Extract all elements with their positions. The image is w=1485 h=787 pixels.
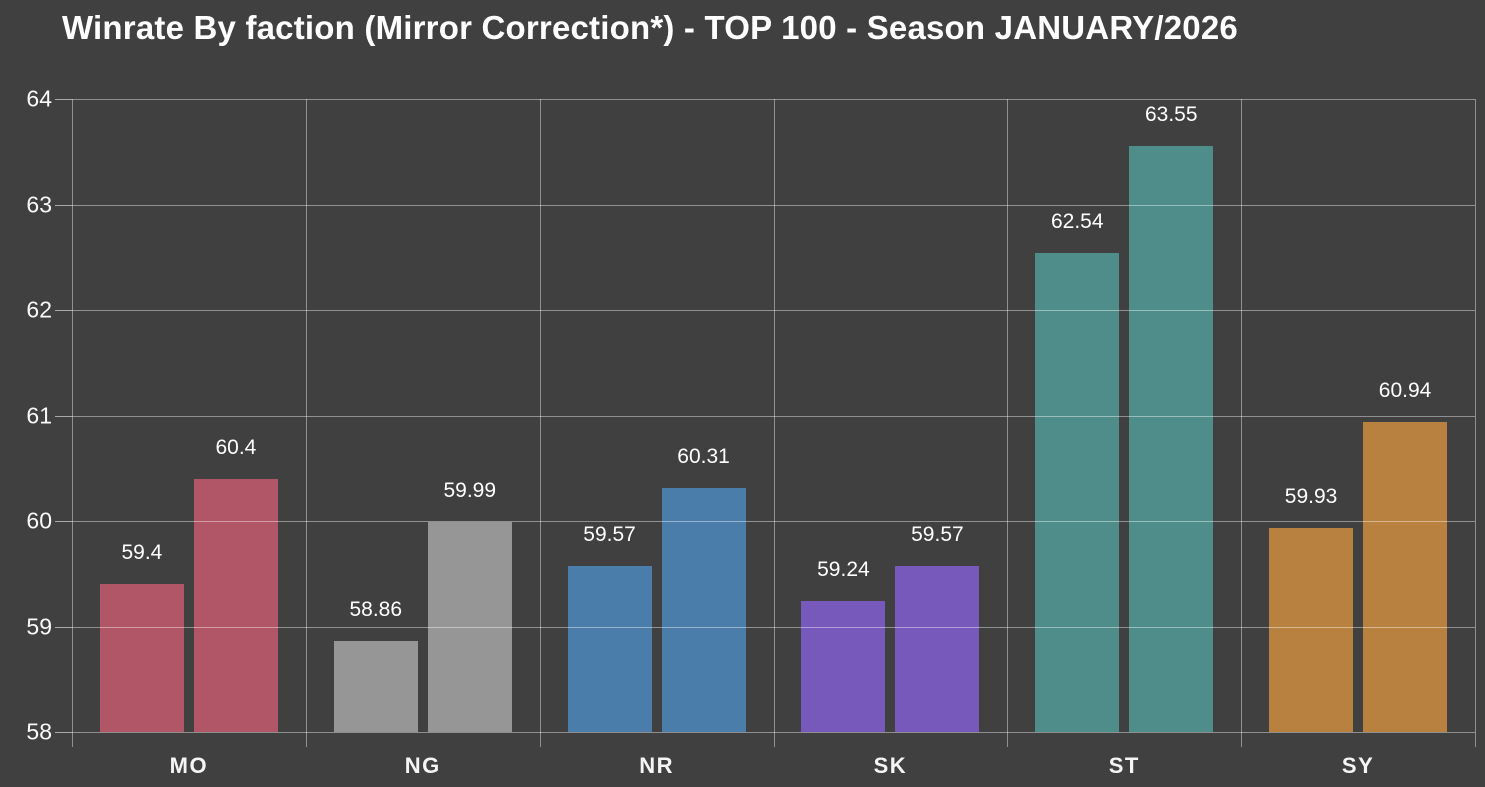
y-tick-mark-59	[55, 626, 72, 628]
bar-NR-1	[567, 566, 652, 732]
bar-value-label-SK-1: 59.24	[817, 558, 870, 582]
gridline-y-58	[72, 732, 1475, 733]
y-tick-mark-63	[55, 204, 72, 206]
gridline-y-62	[72, 310, 1475, 311]
y-tick-mark-62	[55, 310, 72, 311]
x-tick-label-MO: MO	[169, 753, 209, 778]
bar-SY-2	[1363, 421, 1448, 732]
x-tick-label-NG: NG	[404, 753, 441, 778]
x-tick-label-ST: ST	[1108, 753, 1140, 778]
bar-value-label-NR-2: 60.31	[677, 445, 730, 469]
bar-ST-1	[1035, 253, 1120, 732]
bar-MO-1	[99, 584, 184, 732]
y-tick-label-64: 64	[26, 85, 52, 112]
gridline-x-3	[773, 99, 775, 747]
y-tick-mark-64	[55, 99, 72, 100]
gridline-y-61	[72, 415, 1475, 417]
x-tick-label-SK: SK	[873, 753, 908, 778]
y-tick-label-60: 60	[26, 507, 52, 534]
bar-SY-1	[1269, 528, 1354, 732]
bar-value-label-ST-1: 62.54	[1050, 210, 1104, 234]
gridline-y-59	[72, 626, 1475, 628]
bar-value-label-SY-2: 60.94	[1378, 378, 1432, 402]
bar-value-label-NR-1: 59.57	[583, 523, 636, 547]
y-tick-label-59: 59	[26, 613, 52, 639]
bar-MO-2	[193, 478, 278, 732]
bar-ST-2	[1129, 146, 1214, 732]
y-tick-mark-60	[55, 521, 72, 522]
bar-value-label-MO-2: 60.4	[215, 435, 257, 459]
y-tick-label-62: 62	[26, 296, 52, 323]
bar-NG-1	[333, 641, 418, 732]
bar-value-label-NG-2: 59.99	[443, 479, 497, 503]
y-tick-label-63: 63	[26, 191, 52, 217]
gridline-x-2	[539, 99, 541, 747]
bar-value-label-NG-1: 58.86	[349, 598, 403, 622]
y-axis-line	[72, 99, 73, 747]
bar-value-label-SY-1: 59.93	[1284, 485, 1338, 509]
y-tick-mark-58	[55, 732, 72, 733]
y-tick-mark-61	[55, 415, 72, 417]
chart-title: Winrate By faction (Mirror Correction*) …	[62, 9, 1238, 46]
bar-value-label-SK-2: 59.57	[911, 523, 964, 547]
bar-NR-2	[661, 488, 746, 732]
x-tick-label-SY: SY	[1341, 753, 1375, 778]
gridline-y-64	[72, 99, 1475, 100]
gridline-x-4	[1007, 99, 1009, 747]
gridline-x-1	[305, 99, 307, 747]
bar-value-label-ST-2: 63.55	[1144, 103, 1198, 127]
y-tick-label-58: 58	[26, 718, 52, 745]
gridline-x-5	[1241, 99, 1243, 747]
x-tick-label-NR: NR	[639, 753, 674, 778]
bar-NG-2	[427, 522, 512, 732]
gridline-x-6	[1475, 99, 1476, 747]
bar-SK-1	[801, 601, 886, 732]
bar-value-label-MO-1: 59.4	[121, 541, 163, 565]
gridline-y-63	[72, 204, 1475, 206]
gridline-y-60	[72, 521, 1475, 522]
y-tick-label-61: 61	[26, 402, 52, 428]
bar-SK-2	[895, 566, 980, 732]
